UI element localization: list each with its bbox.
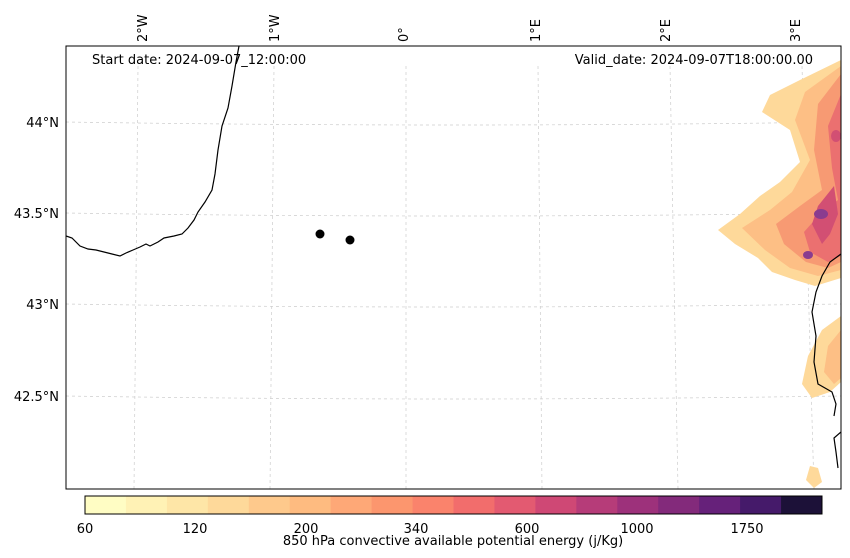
colorbar-segment	[371, 496, 414, 514]
valid-date-label: Valid_date: 2024-09-07T18:00:00.00	[575, 53, 813, 68]
colorbar-tick-340: 340	[404, 522, 429, 537]
start-date-label: Start date: 2024-09-07_12:00:00	[92, 53, 306, 68]
lon-label-2e: 2°E	[659, 19, 674, 42]
colorbar-segment	[330, 496, 373, 514]
cape-field	[718, 60, 841, 488]
colorbar-segment	[535, 496, 577, 514]
lat-label-42-5n: 42.5°N	[14, 390, 59, 405]
lon-label-2w: 2°W	[136, 14, 151, 42]
longitude-labels: 2°W 1°W 0° 1°E 2°E 3°E	[136, 14, 804, 42]
colorbar-outline	[84, 495, 823, 515]
colorbar-segment	[576, 496, 618, 514]
map-area	[66, 46, 841, 489]
colorbar-segment	[781, 496, 823, 514]
lat-label-43-5n: 43.5°N	[14, 207, 59, 222]
colorbar-tick-1000: 1000	[620, 522, 653, 537]
map-frame	[65, 45, 842, 490]
colorbar-segment	[289, 496, 332, 514]
station-marker-1	[315, 229, 325, 239]
colorbar-tick-200: 200	[294, 522, 319, 537]
colorbar-segment	[658, 496, 700, 514]
colorbar-segment	[125, 496, 168, 514]
colorbar-segment	[207, 496, 250, 514]
colorbar-segment	[166, 496, 209, 514]
colorbar-ticks: 60 120 200 340 600 1000 1750	[77, 522, 764, 537]
colorbar-segment	[412, 496, 454, 514]
colorbar-segment	[740, 496, 782, 514]
colorbar-segment	[85, 496, 127, 514]
lon-label-1e: 1°E	[529, 19, 544, 42]
colorbar-segment	[699, 496, 741, 514]
lon-label-1w: 1°W	[268, 14, 283, 42]
latitude-labels: 44°N 43.5°N 43°N 42.5°N	[14, 116, 59, 405]
colorbar	[84, 495, 823, 515]
coastline	[66, 46, 841, 469]
colorbar-tick-1750: 1750	[730, 522, 763, 537]
colorbar-segment	[453, 496, 495, 514]
colorbar-segment	[494, 496, 536, 514]
lon-label-3e: 3°E	[789, 19, 804, 42]
colorbar-tick-600: 600	[515, 522, 540, 537]
colorbar-tick-60: 60	[77, 522, 94, 537]
station-marker-2	[345, 235, 355, 245]
colorbar-segment	[617, 496, 659, 514]
colorbar-segment	[248, 496, 291, 514]
colorbar-tick-120: 120	[183, 522, 208, 537]
lon-label-0: 0°	[397, 27, 412, 42]
colorbar-label: 850 hPa convective available potential e…	[283, 534, 623, 549]
lat-label-44n: 44°N	[26, 116, 59, 131]
lat-label-43n: 43°N	[26, 298, 59, 313]
